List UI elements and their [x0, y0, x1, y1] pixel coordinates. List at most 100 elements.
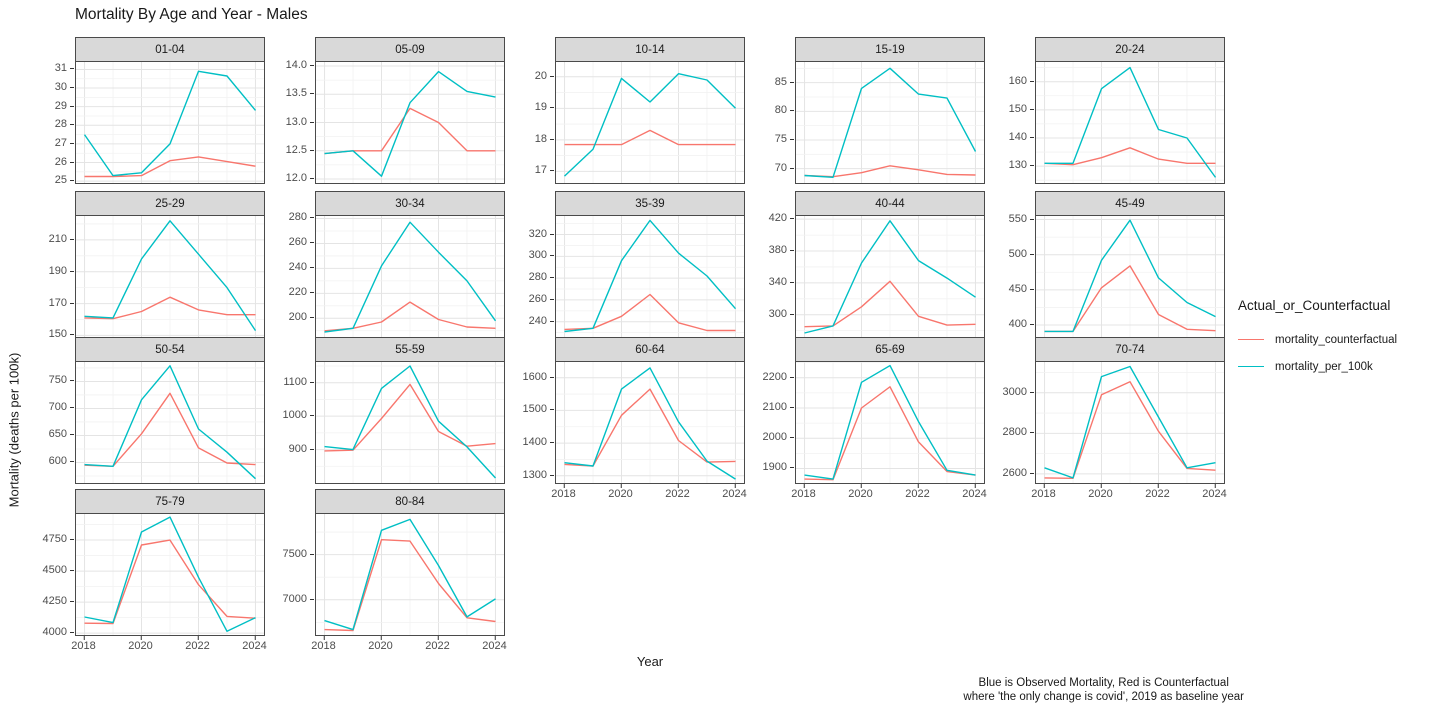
y-tick-label: 900 [288, 442, 315, 455]
y-tick-label: 260 [528, 292, 555, 305]
y-tick-label: 29 [54, 99, 75, 112]
legend-label: mortality_counterfactual [1275, 333, 1398, 346]
counterfactual-line-swatch [1238, 339, 1264, 340]
plot-area [315, 61, 505, 184]
mortality_counterfactual-line [84, 296, 256, 320]
plot-area [555, 61, 745, 184]
facet-strip-label: 25-29 [75, 191, 265, 216]
y-tick-label: 26 [54, 155, 75, 168]
x-tick-label: 2024 [722, 484, 747, 500]
y-tick-label: 4000 [42, 626, 75, 639]
mortality_per_100k-line [564, 72, 736, 177]
y-tick-label: 17 [534, 164, 555, 177]
y-tick-label: 170 [48, 296, 75, 309]
plot-area [1035, 61, 1225, 184]
y-tick-label: 12.5 [285, 143, 315, 156]
x-tick-label: 2022 [185, 636, 210, 652]
caption-line-2: where 'the only change is covid', 2019 a… [963, 691, 1244, 703]
y-tick-label: 31 [54, 62, 75, 75]
facet-panel-65-69: 65-69 1900 2000 2100 2200 2018 2020 2022 2024 [763, 337, 987, 500]
y-tick-label: 150 [1008, 102, 1035, 115]
facet-strip-label: 60-64 [555, 337, 745, 362]
y-tick-label: 1000 [282, 409, 315, 422]
mortality_counterfactual-line [324, 539, 496, 632]
y-tick-label: 500 [1008, 247, 1035, 260]
y-tick-label: 20 [534, 69, 555, 82]
y-tick-label: 300 [768, 307, 795, 320]
y-tick-label: 300 [528, 249, 555, 262]
x-tick-label: 2020 [1088, 484, 1113, 500]
y-tick-label: 28 [54, 118, 75, 131]
y-tick-label: 75 [774, 132, 795, 145]
legend-label: mortality_per_100k [1275, 360, 1373, 373]
plot-area [315, 215, 505, 338]
facet-strip-label: 01-04 [75, 37, 265, 62]
facet-strip-label: 80-84 [315, 489, 505, 514]
y-tick-label: 2600 [1002, 466, 1035, 479]
x-tick-label: 2018 [71, 636, 96, 652]
mortality_per_100k-line [564, 367, 736, 480]
y-tick-label: 2800 [1002, 426, 1035, 439]
legend-item-counterfactual: mortality_counterfactual [1238, 326, 1397, 353]
facet-strip-label: 65-69 [795, 337, 985, 362]
y-tick-label: 85 [774, 75, 795, 88]
y-tick-label: 25 [54, 174, 75, 187]
y-tick-label: 700 [48, 401, 75, 414]
y-tick-label: 70 [774, 161, 795, 174]
y-tick-label: 750 [48, 374, 75, 387]
chart-title: Mortality By Age and Year - Males [75, 6, 308, 23]
y-tick-label: 220 [288, 286, 315, 299]
y-tick-label: 13.5 [285, 87, 315, 100]
y-tick-label: 210 [48, 232, 75, 245]
y-tick-label: 1500 [522, 403, 555, 416]
facet-panel-60-64: 60-64 1300 1400 1500 1600 2018 2020 2022 2024 [523, 337, 747, 500]
mortality_per_100k-line [84, 516, 256, 633]
mortality_counterfactual-line [84, 156, 256, 178]
legend-item-observed: mortality_per_100k [1238, 353, 1397, 380]
y-tick-label: 2100 [762, 400, 795, 413]
y-tick-label: 14.0 [285, 58, 315, 71]
x-tick-label: 2022 [425, 636, 450, 652]
plot-area [555, 215, 745, 338]
plot-area [75, 361, 265, 484]
y-tick-label: 400 [1008, 318, 1035, 331]
mortality_per_100k-line [1044, 365, 1216, 479]
mortality_counterfactual-line [564, 129, 736, 146]
x-tick-label: 2018 [551, 484, 576, 500]
y-tick-label: 2000 [762, 431, 795, 444]
x-tick-label: 2018 [1031, 484, 1056, 500]
y-tick-label: 190 [48, 264, 75, 277]
x-tick-label: 2022 [665, 484, 690, 500]
facet-panel-45-49: 45-49 400 450 500 550 [1009, 191, 1225, 338]
y-tick-label: 13.0 [285, 115, 315, 128]
facet-strip-label: 70-74 [1035, 337, 1225, 362]
y-tick-label: 1100 [283, 375, 314, 388]
y-tick-label: 18 [534, 132, 555, 145]
y-tick-label: 280 [528, 271, 555, 284]
facet-panel-30-34: 30-34 200 220 240 260 280 [289, 191, 505, 338]
facet-panel-50-54: 50-54 600 650 700 750 [49, 337, 265, 484]
y-tick-label: 80 [774, 104, 795, 117]
facet-strip-label: 15-19 [795, 37, 985, 62]
y-tick-label: 1400 [522, 436, 555, 449]
y-tick-label: 320 [528, 227, 555, 240]
mortality_per_100k-line [84, 365, 256, 480]
facet-panel-70-74: 70-74 2600 2800 3000 2018 2020 2022 2024 [1003, 337, 1227, 500]
plot-area [315, 361, 505, 484]
legend-title: Actual_or_Counterfactual [1238, 298, 1391, 313]
y-tick-label: 240 [528, 314, 555, 327]
y-tick-label: 1900 [762, 461, 795, 474]
x-axis-title: Year [636, 654, 664, 669]
y-tick-label: 27 [54, 136, 75, 149]
x-tick-label: 2024 [482, 636, 507, 652]
facet-panel-75-79: 75-79 4000 4250 4500 4750 2018 2020 2022 2024 [43, 489, 267, 652]
mortality_per_100k-line [1044, 66, 1217, 178]
facet-strip-label: 20-24 [1035, 37, 1225, 62]
mortality_per_100k-line [564, 219, 737, 333]
facet-strip-label: 50-54 [75, 337, 265, 362]
facet-panel-20-24: 20-24 130 140 150 160 [1009, 37, 1225, 184]
facet-panel-01-04: 01-04 25 26 27 28 29 30 31 [55, 37, 265, 186]
mortality_per_100k-line [324, 518, 496, 631]
y-tick-label: 3000 [1002, 385, 1035, 398]
legend: Actual_or_Counterfactual mortality_count… [1238, 298, 1397, 380]
